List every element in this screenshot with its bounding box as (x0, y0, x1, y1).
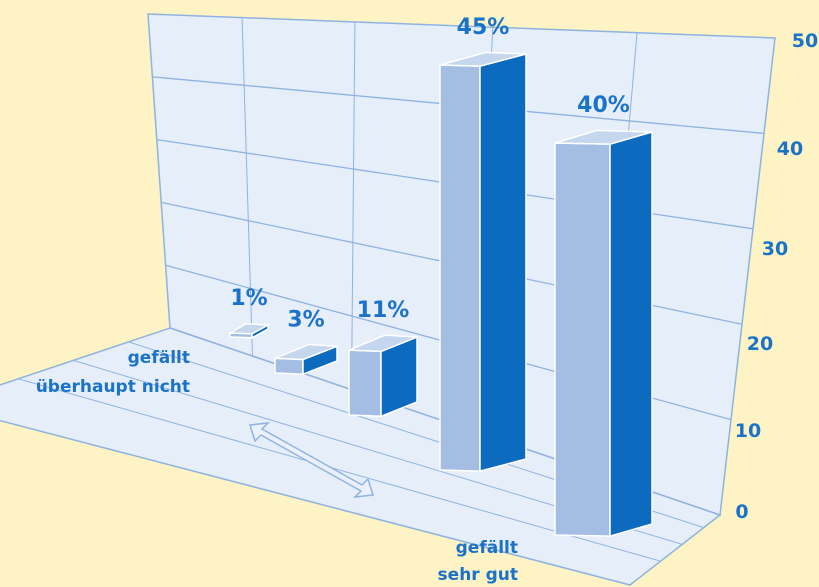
bar-front (274, 357, 304, 375)
value-labels: 1% 3% 11% 45% 40% (230, 15, 630, 332)
value-label: 40% (577, 93, 630, 118)
bar (348, 334, 418, 418)
left-annotation-line-2: überhaupt nicht (36, 377, 190, 397)
left-annotation-line-1: gefällt (128, 348, 190, 368)
floor-gridline (18, 378, 661, 562)
bars (227, 51, 653, 538)
bar (554, 129, 653, 538)
y-axis-ticks: 0 10 20 30 40 50 (735, 30, 818, 523)
y-tick-label: 10 (735, 420, 761, 442)
value-label: 11% (357, 298, 410, 323)
bar (439, 51, 527, 473)
y-tick-label: 40 (777, 138, 803, 160)
bar-front (439, 64, 481, 472)
y-tick-label: 20 (747, 333, 773, 355)
y-tick-label: 50 (792, 30, 818, 52)
bar-top (348, 334, 418, 353)
y-tick-label: 0 (735, 501, 748, 523)
bar-top (554, 129, 653, 145)
y-tick-label: 30 (762, 238, 788, 260)
value-label: 3% (287, 307, 324, 332)
bar-side (479, 53, 527, 473)
value-label: 45% (457, 15, 510, 40)
bar-top (227, 323, 271, 335)
bar-front (348, 349, 382, 418)
bottom-annotation-line-2: sehr gut (438, 565, 518, 585)
bottom-annotation-line-1: gefällt (456, 538, 518, 558)
range-arrow-icon (249, 422, 374, 498)
bar-side (609, 131, 653, 538)
bar-front (554, 142, 611, 537)
bar-top (439, 51, 527, 67)
value-label: 1% (230, 286, 267, 311)
bar-top (274, 343, 338, 361)
bar (274, 343, 338, 376)
gridline-vertical (241, 17, 253, 357)
bar (227, 323, 271, 340)
gridline-vertical (351, 21, 356, 390)
